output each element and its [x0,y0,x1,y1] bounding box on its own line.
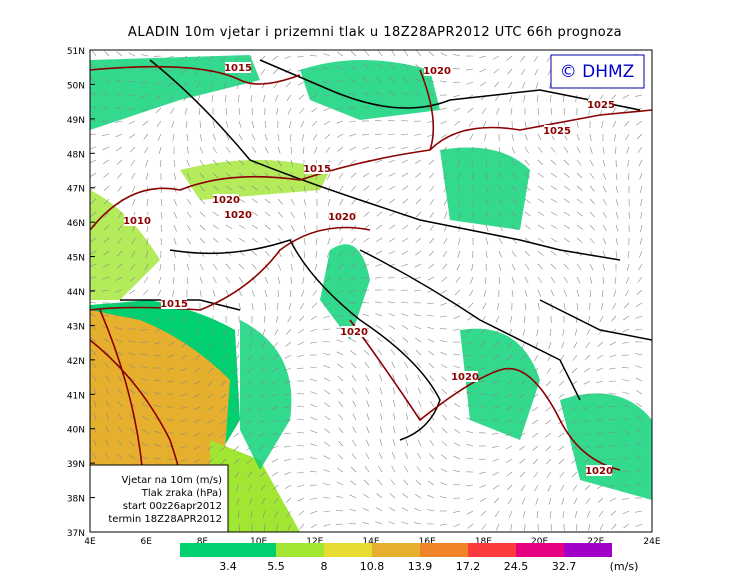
colorbar-label: 3.4 [219,560,237,573]
isobar-label: 1020 [423,66,451,77]
title: ALADIN 10m vjetar i prizemni tlak u 18Z2… [128,25,622,40]
latitude-label: 43N [67,322,85,332]
latitude-label: 44N [67,288,85,298]
latitude-label: 47N [67,185,85,195]
latitude-label: 50N [67,81,85,91]
isobar-label: 1020 [212,195,240,206]
longitude-label: 4E [84,537,96,547]
logo: © DHMZ [560,62,635,82]
isobar-label: 1020 [340,327,368,338]
info-line: termin 18Z28APR2012 [108,514,222,525]
longitude-label: 24E [643,537,660,547]
isobar-label: 1020 [224,210,252,221]
info-line: start 00z26apr2012 [123,501,222,512]
colorbar-segment [276,543,324,557]
latitude-label: 38N [67,495,85,505]
info-line: Vjetar na 10m (m/s) [121,475,222,486]
info-line: Tlak zraka (hPa) [141,488,222,499]
latitude-label: 42N [67,357,85,367]
latitude-label: 41N [67,391,85,401]
colorbar-segment [324,543,372,557]
latitude-label: 40N [67,426,85,436]
colorbar-label: 32.7 [552,560,577,573]
colorbar-label: 8 [321,560,328,573]
isobar-label: 1015 [224,63,252,74]
latitude-label: 49N [67,116,85,126]
latitude-label: 46N [67,219,85,229]
isobar-label: 1025 [543,126,571,137]
latitude-label: 51N [67,47,85,57]
latitude-label: 37N [67,529,85,539]
colorbar-label: 5.5 [267,560,285,573]
colorbar-segment [180,543,228,557]
isobar-label: 1015 [303,164,331,175]
colorbar-segment [420,543,468,557]
map-field [89,50,652,532]
colorbar-segment [228,543,276,557]
colorbar-segment [516,543,564,557]
isobar-label: 1025 [587,100,615,111]
colorbar-label: 10.8 [360,560,385,573]
isobar-label: 1015 [160,299,188,310]
isobar-label: 1020 [328,212,356,223]
isobar-label: 1010 [123,216,151,227]
colorbar-segment [564,543,612,557]
latitude-label: 45N [67,254,85,264]
isobar-label: 1020 [585,466,613,477]
latitude-label: 48N [67,150,85,160]
isobar-label: 1020 [451,372,479,383]
longitude-label: 6E [140,537,152,547]
colorbar-label: 13.9 [408,560,433,573]
latitude-label: 39N [67,460,85,470]
colorbar-segment [468,543,516,557]
colorbar-label: 17.2 [456,560,481,573]
colorbar-label: 24.5 [504,560,529,573]
colorbar-unit: (m/s) [610,560,639,573]
colorbar-segment [372,543,420,557]
